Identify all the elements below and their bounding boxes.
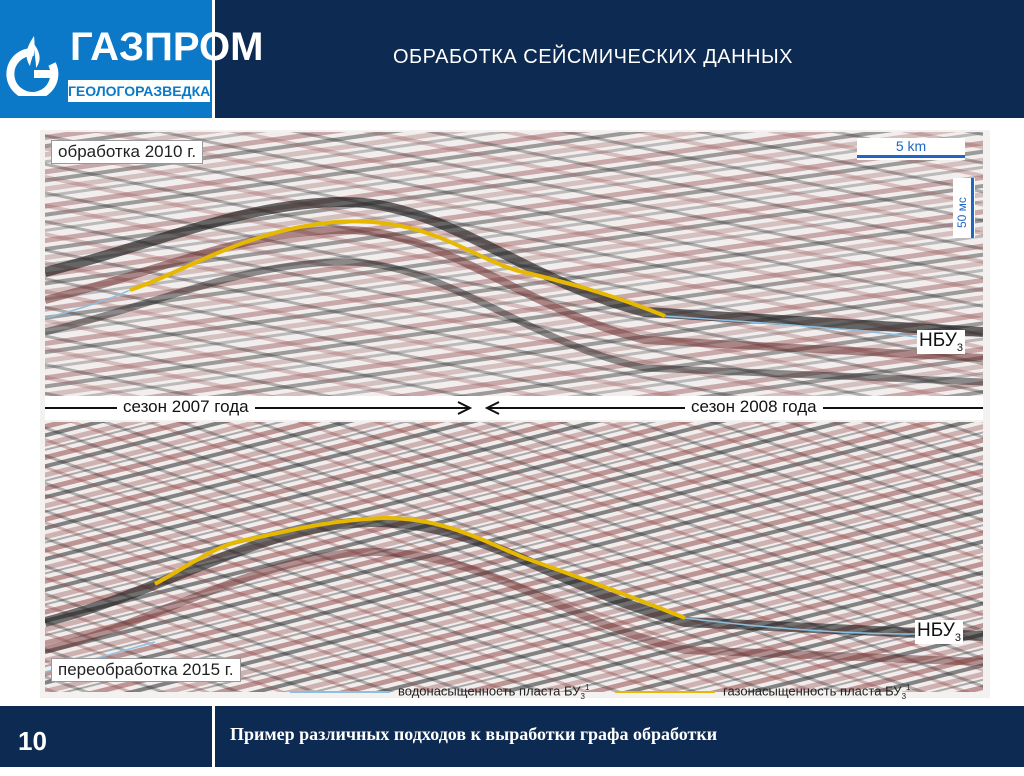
- logo-subtitle: ГЕОЛОГОРАЗВЕДКА: [68, 80, 210, 102]
- legend-water-sup: 1: [584, 683, 590, 692]
- season-divider: сезон 2007 года сезон 2008 года: [45, 396, 983, 420]
- seismic-image-2010: [45, 132, 983, 396]
- scale-km-label: 5 km: [895, 138, 927, 154]
- scale-bar: [857, 155, 965, 158]
- horizontal-scale: 5 km: [857, 138, 965, 160]
- marker-nby-sub: 3: [956, 341, 963, 354]
- footer-bar: 10 Пример различных подходов к выработки…: [0, 706, 1024, 767]
- marker-nby-sub-2: 3: [954, 631, 961, 644]
- seismic-section-2015: переобработка 2015 г. НБУ3: [45, 422, 983, 692]
- slide-caption: Пример различных подходов к выработки гр…: [230, 724, 718, 744]
- logo-wordmark: ГАЗПРОМ: [70, 25, 264, 69]
- seismic-image-2015: [45, 422, 983, 692]
- legend-gas-sub: 3: [901, 691, 907, 701]
- seismic-figure: обработка 2010 г. 5 km 50 мс НБУ3 сезон …: [40, 130, 990, 701]
- vertical-scale: 50 мс: [953, 178, 975, 238]
- gazprom-flame-logo: [6, 36, 59, 96]
- legend-gas-label: газонасыщенность пласта БУ: [723, 683, 902, 699]
- figure-legend: водонасыщенность пласта БУ31 газонасыщен…: [290, 683, 910, 701]
- season-2008-label: сезон 2008 года: [685, 397, 823, 417]
- label-reprocessing-2015: переобработка 2015 г.: [51, 658, 241, 682]
- legend-water-sub: 3: [580, 691, 585, 701]
- page-title: ОБРАБОТКА СЕЙСМИЧЕСКИХ ДАННЫХ: [393, 46, 794, 68]
- label-processing-2010: обработка 2010 г.: [51, 140, 204, 164]
- legend-water-swatch: [290, 690, 390, 693]
- marker-nby-text-2: НБУ: [917, 620, 955, 641]
- scale-ms-label: 50 мс: [955, 197, 969, 228]
- scale-vbar: [971, 178, 974, 238]
- season-2007-label: сезон 2007 года: [117, 397, 255, 417]
- company-logo: ГАЗПРОМ ГЕОЛОГОРАЗВЕДКА: [0, 0, 263, 118]
- legend-water-label: водонасыщенность пласта БУ: [398, 683, 581, 699]
- marker-nby-top: НБУ3: [917, 330, 965, 354]
- marker-nby-bottom: НБУ3: [915, 620, 963, 644]
- legend-gas-sup: 1: [906, 683, 911, 692]
- seismic-section-2010: обработка 2010 г. 5 km 50 мс НБУ3: [45, 132, 983, 396]
- marker-nby-text: НБУ: [919, 330, 957, 351]
- legend-gas-swatch: [615, 690, 716, 693]
- header-bar: ГАЗПРОМ ГЕОЛОГОРАЗВЕДКА ОБРАБОТКА СЕЙСМИ…: [0, 0, 1024, 118]
- slide-number: 10: [0, 706, 215, 767]
